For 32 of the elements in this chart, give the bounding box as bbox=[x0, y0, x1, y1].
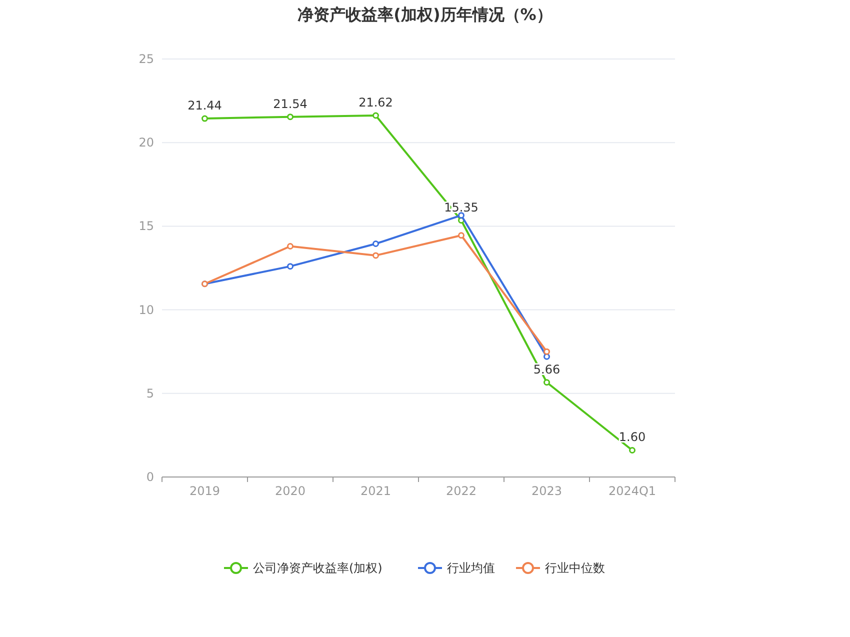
point bbox=[544, 353, 550, 360]
data-label: 1.60 bbox=[618, 430, 646, 444]
point bbox=[629, 447, 636, 454]
x-tick-label: 2020 bbox=[274, 484, 306, 498]
x-tick-label: 2019 bbox=[189, 484, 220, 498]
x-tick-label: 2024Q1 bbox=[608, 484, 656, 498]
legend-label: 行业均值 bbox=[447, 561, 495, 575]
point bbox=[287, 243, 294, 250]
x-tick-label: 2023 bbox=[531, 484, 562, 498]
x-tick-label: 2021 bbox=[360, 484, 392, 498]
y-tick-label: 20 bbox=[138, 136, 154, 150]
data-label: 21.54 bbox=[273, 96, 308, 111]
point bbox=[458, 232, 464, 239]
point bbox=[372, 240, 379, 248]
point bbox=[544, 348, 550, 355]
legend-label: 公司净资产收益率(加权) bbox=[253, 561, 382, 575]
legend-label: 行业中位数 bbox=[545, 561, 605, 575]
point bbox=[372, 252, 379, 259]
data-label: 21.62 bbox=[358, 96, 393, 110]
y-tick-label: 10 bbox=[138, 302, 154, 317]
y-tick-label: 0 bbox=[146, 470, 154, 484]
point bbox=[202, 115, 208, 122]
point bbox=[544, 379, 550, 386]
x-tick-label: 2022 bbox=[446, 484, 477, 498]
point bbox=[287, 114, 294, 120]
y-tick-label: 25 bbox=[138, 52, 154, 66]
data-label: 21.44 bbox=[188, 98, 222, 113]
chart-title: 净资产收益率(加权)历年情况（%） bbox=[298, 5, 552, 24]
point bbox=[287, 263, 294, 270]
y-tick-label: 5 bbox=[146, 386, 154, 400]
point bbox=[372, 112, 379, 119]
y-tick-label: 15 bbox=[138, 219, 154, 234]
